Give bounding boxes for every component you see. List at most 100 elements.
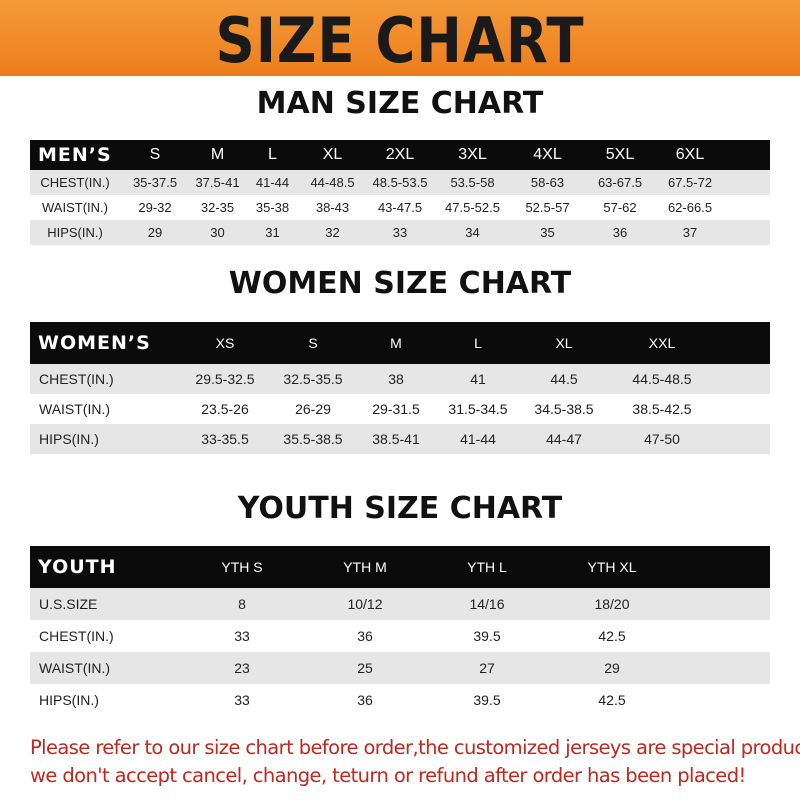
cell-value: 67.5-72: [667, 175, 713, 190]
cell-value: 29-31.5: [372, 401, 420, 417]
cell-value: 27: [479, 660, 495, 676]
cell-value: 38: [388, 371, 404, 387]
cell-value: 34: [465, 225, 480, 240]
size-header: XXL: [648, 335, 676, 351]
cell-value: 14/16: [469, 596, 505, 612]
cell-value: 41-44: [460, 431, 496, 447]
cell-value: 33-35.5: [201, 431, 249, 447]
table-header-label: WOMEN’S: [38, 332, 151, 354]
cell-value: 30: [210, 225, 225, 240]
cell-value: 26-29: [295, 401, 331, 417]
table-row: CHEST(IN.) 29.5-32.5 32.5-35.5 38 41 44.5 44.5…: [30, 364, 770, 394]
size-header: XS: [215, 335, 235, 351]
cell-value: 23: [234, 660, 250, 676]
youth-size-table: YOUTH YTH S YTH M YTH L YTH XL U.S.SIZE 8 10/12…: [30, 546, 770, 716]
table-header-label: YOUTH: [38, 556, 117, 578]
cell-value: 41-44: [255, 175, 290, 190]
cell-value: 44-48.5: [310, 175, 355, 190]
cell-value: 42.5: [598, 628, 626, 644]
cell-value: 52.5-57: [525, 200, 570, 215]
size-header: YTH L: [467, 559, 507, 575]
table-row: WAIST(IN.) 23 25 27 29: [30, 652, 770, 684]
cell-value: 32: [325, 225, 340, 240]
cell-value: 32-35: [200, 200, 235, 215]
cell-value: 29-32: [138, 200, 172, 215]
cell-value: 63-67.5: [597, 175, 643, 190]
cell-value: 38.5-42.5: [632, 401, 692, 417]
cell-value: 8: [238, 596, 246, 612]
cell-value: 36: [612, 225, 628, 240]
cell-value: 29.5-32.5: [195, 371, 255, 387]
page-title: SIZE CHART: [215, 4, 585, 77]
cell-value: 39.5: [473, 628, 501, 644]
size-header: L: [474, 335, 482, 351]
table-row: U.S.SIZE 8 10/12 14/16 18/20: [30, 588, 770, 620]
cell-value: 18/20: [594, 596, 630, 612]
cell-value: 38-43: [315, 200, 350, 215]
size-header: M: [210, 146, 225, 163]
cell-value: 47.5-52.5: [445, 200, 500, 215]
cell-value: 39.5: [473, 692, 501, 708]
table-row: CHEST(IN.) 35-37.5 37.5-41 41-44 44-48.5 48.5…: [30, 170, 770, 195]
notice-line-1: Please refer to our size chart before or…: [30, 736, 800, 759]
cell-value: 31: [265, 225, 280, 240]
cell-value: 33: [392, 225, 408, 240]
cell-value: 35.5-38.5: [283, 431, 343, 447]
cell-value: 25: [357, 660, 373, 676]
row-label: HIPS(IN.): [47, 225, 103, 240]
size-header: 3XL: [458, 146, 487, 163]
table-row: WAIST(IN.) 23.5-26 26-29 29-31.5 31.5-34.5 34…: [30, 394, 770, 424]
cell-value: 35-37.5: [132, 175, 178, 190]
men-size-table: MEN’S S M L XL 2XL 3XL 4XL 5XL 6XL CHEST(IN.) 35-37…: [30, 140, 770, 245]
cell-value: 47-50: [644, 431, 680, 447]
youth-section-title: YOUTH SIZE CHART: [237, 491, 563, 526]
size-header: 4XL: [533, 146, 562, 163]
cell-value: 34.5-38.5: [534, 401, 594, 417]
size-header: 2XL: [385, 146, 415, 163]
table-row: HIPS(IN.) 29 30 31 32 33 34 35 36 37: [30, 220, 770, 245]
cell-value: 38.5-41: [372, 431, 420, 447]
table-header-label: MEN’S: [38, 144, 112, 166]
row-label: HIPS(IN.): [39, 431, 99, 447]
size-header: 6XL: [675, 146, 705, 163]
row-label: WAIST(IN.): [42, 200, 108, 215]
cell-value: 44.5-48.5: [632, 371, 692, 387]
table-header-row: YOUTH YTH S YTH M YTH L YTH XL: [30, 546, 770, 588]
table-row: WAIST(IN.) 29-32 32-35 35-38 38-43 43-47.5 47.…: [30, 195, 770, 220]
cell-value: 58-63: [530, 175, 565, 190]
cell-value: 62-66.5: [667, 200, 713, 215]
cell-value: 37: [682, 225, 698, 240]
cell-value: 36: [357, 692, 373, 708]
size-header: XL: [322, 146, 343, 163]
cell-value: 35-38: [255, 200, 290, 215]
row-label: U.S.SIZE: [39, 596, 98, 612]
table-row: HIPS(IN.) 33-35.5 35.5-38.5 38.5-41 41-44 44-…: [30, 424, 770, 454]
size-header: 5XL: [605, 146, 635, 163]
table-header-row: MEN’S S M L XL 2XL 3XL 4XL 5XL 6XL: [30, 140, 770, 170]
women-size-table: WOMEN’S XS S M L XL XXL CHEST(IN.) 29.5-32.5 32.5…: [30, 322, 770, 454]
row-label: CHEST(IN.): [40, 175, 110, 190]
cell-value: 29: [604, 660, 620, 676]
row-label: CHEST(IN.): [39, 371, 114, 387]
title-banner: SIZE CHART: [0, 0, 800, 77]
size-header: L: [268, 146, 277, 163]
table-row: CHEST(IN.) 33 36 39.5 42.5: [30, 620, 770, 652]
row-label: WAIST(IN.): [39, 401, 111, 417]
size-header: YTH S: [221, 559, 263, 575]
cell-value: 36: [357, 628, 373, 644]
size-header: XL: [555, 335, 573, 351]
table-header-row: WOMEN’S XS S M L XL XXL: [30, 322, 770, 364]
cell-value: 23.5-26: [201, 401, 249, 417]
cell-value: 32.5-35.5: [283, 371, 343, 387]
row-label: HIPS(IN.): [39, 692, 99, 708]
cell-value: 53.5-58: [450, 175, 495, 190]
row-label: WAIST(IN.): [39, 660, 111, 676]
cell-value: 31.5-34.5: [448, 401, 508, 417]
size-header: S: [149, 146, 161, 163]
table-row: HIPS(IN.) 33 36 39.5 42.5: [30, 684, 770, 716]
cell-value: 10/12: [347, 596, 383, 612]
cell-value: 57-62: [603, 200, 637, 215]
cell-value: 48.5-53.5: [372, 175, 428, 190]
cell-value: 33: [234, 628, 250, 644]
row-label: CHEST(IN.): [39, 628, 114, 644]
